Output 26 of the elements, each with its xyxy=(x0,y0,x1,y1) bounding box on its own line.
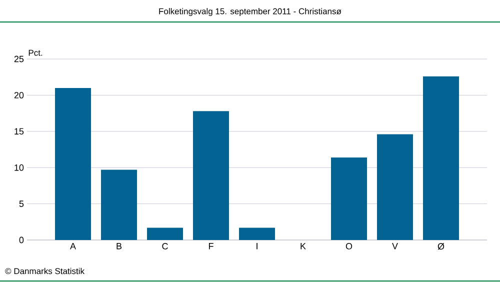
bar xyxy=(55,88,92,240)
bar xyxy=(377,134,413,240)
x-tick-label: A xyxy=(70,243,76,250)
x-tick-label: K xyxy=(300,243,306,250)
bar xyxy=(239,228,275,240)
bar xyxy=(147,228,183,240)
bar xyxy=(101,170,138,240)
y-tick-label: 0 xyxy=(19,236,24,244)
chart-title: Folketingsvalg 15. september 2011 - Christiansø xyxy=(159,8,342,16)
bar xyxy=(422,76,459,240)
x-tick-label: O xyxy=(346,243,352,250)
x-tick-label: I xyxy=(256,243,258,250)
y-tick-label: 25 xyxy=(14,56,24,62)
y-axis-title: Pct. xyxy=(28,50,42,56)
x-tick-label: F xyxy=(208,243,214,250)
text: © Danmarks Statistik xyxy=(5,268,85,274)
y-tick-label: 10 xyxy=(14,164,24,171)
x-tick-label: B xyxy=(116,243,122,250)
y-tick-label: 5 xyxy=(19,200,24,207)
x-tick-label: C xyxy=(162,243,168,250)
x-tick-label: V xyxy=(392,243,398,250)
y-tick-label: 20 xyxy=(14,92,24,98)
bar xyxy=(193,111,229,240)
bar xyxy=(331,157,367,240)
x-tick-label: Ø xyxy=(438,243,444,250)
y-tick-label: 15 xyxy=(14,128,24,135)
